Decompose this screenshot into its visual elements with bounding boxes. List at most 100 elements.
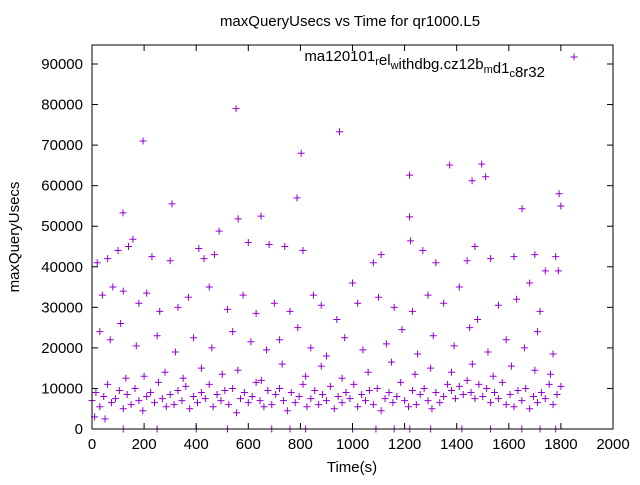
- y-tick-label: 40000: [41, 259, 83, 276]
- data-point: [338, 399, 346, 407]
- data-point: [283, 407, 291, 415]
- data-point: [268, 401, 276, 409]
- data-point: [471, 395, 479, 403]
- data-point: [489, 372, 497, 380]
- y-tick-label: 10000: [41, 380, 83, 397]
- data-point: [247, 338, 255, 346]
- data-point: [119, 405, 127, 413]
- data-point: [182, 382, 190, 390]
- data-point: [444, 380, 452, 388]
- data-point: [104, 380, 112, 388]
- data-point: [148, 253, 156, 261]
- data-point: [190, 393, 198, 401]
- data-point: [147, 389, 155, 396]
- data-point: [377, 407, 385, 415]
- data-point: [349, 279, 356, 287]
- data-point: [132, 342, 140, 350]
- data-point: [455, 382, 463, 390]
- legend-text-part: el: [379, 52, 391, 69]
- data-point: [494, 301, 502, 309]
- data-point: [278, 360, 286, 368]
- y-tick-label: 90000: [41, 56, 83, 73]
- data-point: [208, 344, 216, 352]
- data-point: [135, 397, 143, 405]
- data-point: [197, 389, 205, 396]
- data-point: [184, 293, 192, 301]
- data-point: [541, 395, 549, 403]
- data-point: [106, 336, 114, 344]
- data-point: [294, 324, 302, 332]
- x-tick-label: 1200: [388, 436, 421, 453]
- data-point: [459, 391, 467, 399]
- y-tick-label: 30000: [41, 299, 83, 316]
- data-point: [143, 393, 151, 401]
- data-point: [555, 190, 563, 198]
- data-point: [171, 348, 179, 356]
- x-tick-label: 800: [288, 436, 313, 453]
- data-point: [256, 397, 264, 405]
- data-point: [154, 378, 162, 386]
- data-point: [168, 200, 176, 208]
- data-point: [522, 384, 530, 392]
- data-point: [257, 376, 265, 384]
- data-point: [440, 299, 448, 307]
- data-point: [119, 287, 127, 295]
- legend-text-part: ma120101: [304, 48, 375, 65]
- data-point: [468, 177, 476, 185]
- data-point: [236, 395, 244, 403]
- data-point: [490, 389, 498, 396]
- data-point: [161, 368, 169, 376]
- data-point: [162, 403, 170, 411]
- data-point: [450, 342, 458, 350]
- data-point: [195, 245, 203, 253]
- data-point: [346, 395, 354, 403]
- data-point: [330, 405, 338, 413]
- data-point: [276, 336, 284, 344]
- data-point: [143, 289, 151, 297]
- data-point: [225, 401, 233, 409]
- legend-text-part: m: [484, 64, 493, 76]
- x-axis-label: Time(s): [327, 459, 377, 476]
- data-point: [484, 348, 492, 356]
- legend: ma120101relwithdbg.cz12bmd1c8r32: [304, 48, 578, 81]
- data-point: [549, 350, 557, 358]
- data-point: [553, 391, 561, 399]
- data-point: [252, 309, 260, 317]
- data-point: [302, 372, 310, 380]
- data-point: [393, 393, 401, 401]
- data-point: [375, 293, 383, 301]
- data-point: [186, 405, 194, 413]
- data-point: [406, 171, 414, 179]
- data-point: [466, 324, 474, 332]
- data-point: [252, 378, 260, 386]
- data-point: [414, 350, 422, 358]
- data-point: [279, 397, 287, 405]
- data-point: [197, 364, 205, 372]
- data-point: [287, 389, 295, 396]
- data-point: [510, 403, 518, 411]
- data-point: [531, 366, 539, 374]
- x-tick-label: 400: [184, 436, 209, 453]
- chart-title: maxQueryUsecs vs Time for qr1000.L5: [220, 13, 480, 30]
- x-tick-label: 600: [236, 436, 261, 453]
- data-point: [299, 380, 307, 388]
- data-point: [96, 403, 104, 411]
- data-point: [432, 389, 440, 396]
- data-point: [397, 378, 405, 386]
- data-point: [447, 386, 455, 394]
- data-point: [482, 173, 490, 181]
- data-point: [135, 299, 143, 307]
- data-point: [451, 395, 459, 403]
- data-point: [151, 399, 159, 407]
- data-point: [424, 397, 432, 405]
- data-point: [200, 255, 208, 263]
- legend-text-part: ithdbg.cz12b: [399, 56, 484, 73]
- legend-text-part: 8r32: [515, 64, 545, 81]
- y-tick-label: 80000: [41, 97, 83, 114]
- x-tick-label: 2000: [596, 436, 629, 453]
- data-point: [479, 393, 487, 401]
- data-point: [507, 362, 515, 370]
- data-point: [244, 238, 252, 246]
- data-point: [221, 386, 229, 394]
- data-point: [293, 194, 301, 202]
